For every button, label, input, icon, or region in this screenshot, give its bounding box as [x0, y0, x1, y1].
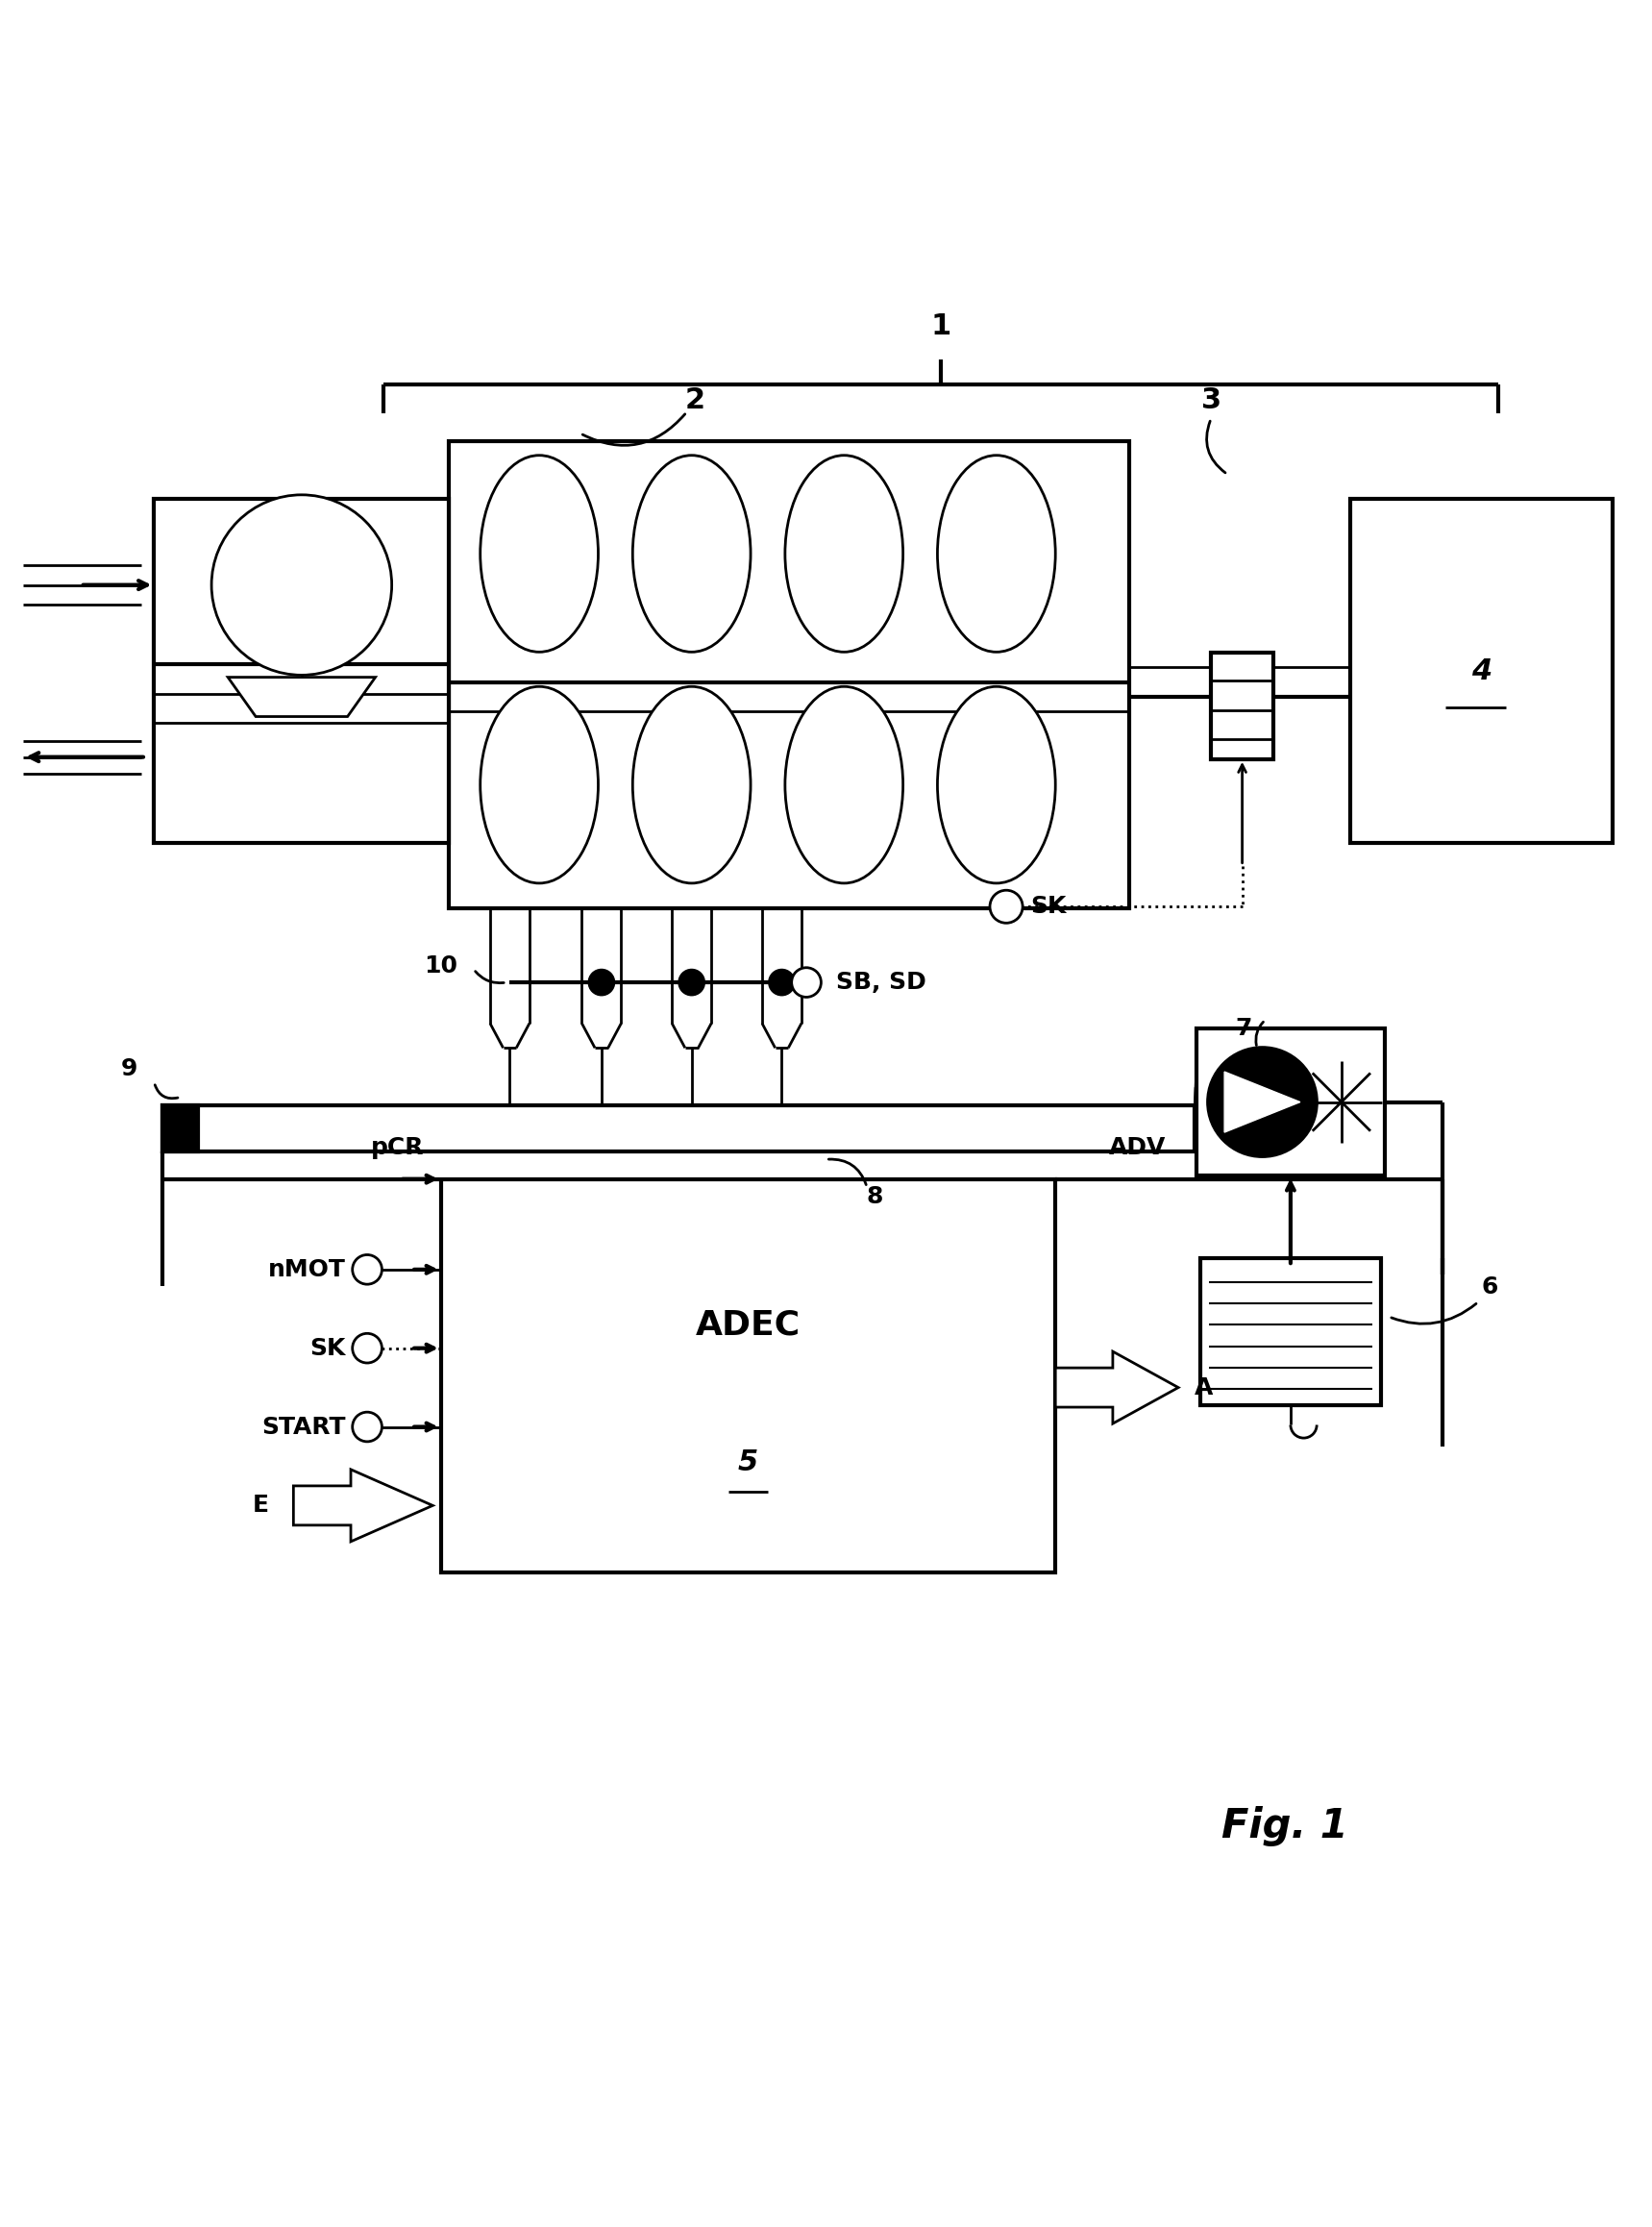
Text: 8: 8 [867, 1185, 884, 1209]
Polygon shape [294, 1470, 433, 1541]
Ellipse shape [937, 454, 1056, 653]
Text: 7: 7 [1236, 1018, 1252, 1040]
Text: SK: SK [1031, 895, 1067, 918]
Text: pCR: pCR [372, 1136, 425, 1160]
Ellipse shape [633, 454, 750, 653]
Bar [1350, 499, 1612, 844]
Circle shape [768, 969, 795, 995]
Text: ADV: ADV [1108, 1136, 1166, 1160]
Ellipse shape [937, 686, 1056, 884]
Ellipse shape [785, 686, 904, 884]
Text: ADEC: ADEC [695, 1307, 801, 1341]
Bar [1201, 1258, 1381, 1405]
Text: SB, SD: SB, SD [836, 971, 925, 993]
Circle shape [352, 1254, 382, 1285]
Bar [441, 1178, 1056, 1572]
Text: 10: 10 [423, 955, 458, 978]
Circle shape [990, 891, 1023, 922]
Circle shape [352, 1334, 382, 1363]
Text: nMOT: nMOT [268, 1258, 345, 1281]
Text: A: A [1194, 1376, 1213, 1399]
Text: Fig. 1: Fig. 1 [1221, 1806, 1348, 1846]
Ellipse shape [481, 454, 598, 653]
Text: 6: 6 [1482, 1276, 1498, 1298]
Circle shape [588, 969, 615, 995]
Polygon shape [228, 677, 375, 717]
Text: E: E [253, 1494, 269, 1517]
Bar [162, 1105, 1194, 1151]
Text: SK: SK [311, 1336, 345, 1361]
Circle shape [211, 494, 392, 675]
Bar [1196, 1029, 1384, 1176]
Polygon shape [1056, 1352, 1178, 1423]
Polygon shape [1224, 1071, 1300, 1131]
Ellipse shape [785, 454, 904, 653]
Bar [162, 1105, 198, 1151]
Text: 4: 4 [1472, 657, 1492, 686]
Text: 2: 2 [686, 387, 705, 414]
Text: START: START [261, 1416, 345, 1439]
Bar [1211, 653, 1274, 759]
Bar [154, 499, 449, 844]
Circle shape [679, 969, 705, 995]
Bar [449, 441, 1130, 909]
Ellipse shape [633, 686, 750, 884]
Text: 5: 5 [738, 1448, 758, 1477]
Text: 1: 1 [930, 312, 952, 341]
Circle shape [791, 969, 821, 998]
Text: 9: 9 [121, 1058, 137, 1080]
Circle shape [352, 1412, 382, 1441]
Circle shape [1208, 1049, 1317, 1156]
Text: 3: 3 [1201, 387, 1221, 414]
Ellipse shape [481, 686, 598, 884]
